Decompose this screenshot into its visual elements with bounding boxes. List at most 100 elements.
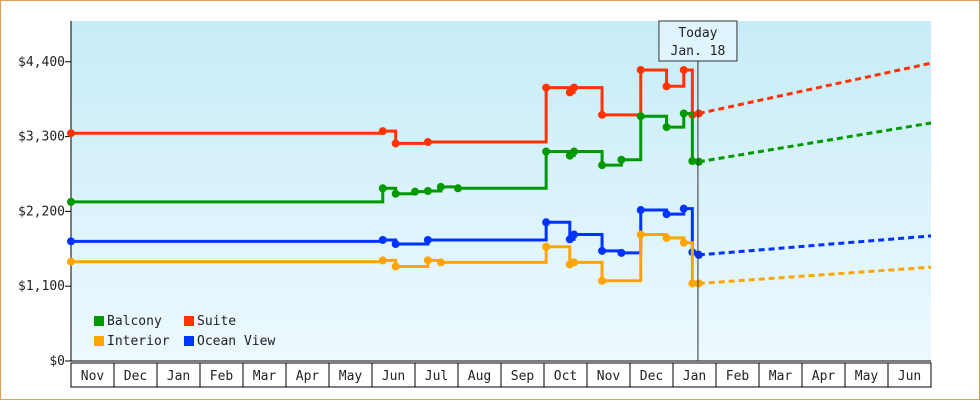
month-cell [414,362,459,388]
month-label: Nov [81,369,105,384]
month-label: May [855,369,879,384]
data-point [598,161,607,170]
data-point [598,276,607,285]
y-tick-label: $4,400 [18,55,65,70]
legend: Balcony Suite Interior Ocean View [94,314,275,349]
data-point [694,279,703,288]
month-label: Jun [382,369,405,384]
month-label: Jan [167,369,190,384]
month-label: Feb [210,369,234,384]
data-point [570,258,579,267]
month-label: Nov [597,369,621,384]
data-point [679,238,688,247]
forecast-line [698,265,932,285]
month-cell [758,362,803,388]
data-point [67,197,75,206]
data-point [391,240,400,249]
data-point [391,262,400,271]
today-label: Today [678,26,717,41]
month-label: Apr [812,369,836,384]
data-point [378,235,387,244]
month-label: Aug [468,369,491,384]
series-balcony [67,109,932,206]
data-point [423,187,432,195]
data-point [694,157,703,166]
data-point [423,235,432,244]
month-cell [113,362,158,388]
data-point [67,257,75,266]
data-point [662,123,671,132]
legend-swatch [184,336,194,346]
month-cell [586,362,631,388]
month-cell [715,362,760,388]
y-tick-label: $1,100 [18,279,65,294]
month-label: May [339,369,363,384]
month-label: Jul [425,369,448,384]
legend-swatch [184,316,194,326]
y-tick-label: $2,200 [18,204,65,219]
month-cell [199,362,244,388]
legend-label: Suite [197,314,236,329]
plot-area [71,21,931,361]
y-tick-label: $3,300 [18,130,65,145]
month-label: Mar [253,369,277,384]
data-point [542,147,551,156]
month-cell [887,362,932,388]
data-point [411,187,419,196]
data-point [679,204,688,213]
data-point [679,109,688,118]
data-point [636,112,645,121]
month-cell [242,362,287,388]
data-point [694,109,703,118]
data-point [570,230,579,239]
data-point [617,248,626,257]
series-line [71,207,701,255]
data-point [570,147,579,156]
y-tick-label: $0 [49,354,65,369]
data-point [542,242,551,251]
today-date: Jan. 18 [671,44,726,59]
legend-label: Balcony [107,314,162,329]
forecast-line [698,234,932,257]
month-label: Oct [554,369,577,384]
data-point [598,246,607,255]
month-label: Jan [683,369,706,384]
today-marker: Today Jan. 18 [658,20,738,361]
legend-swatch [94,336,104,346]
data-point [694,250,703,259]
month-cell [844,362,889,388]
data-point [378,184,387,193]
data-point [378,127,387,136]
data-point [454,184,462,193]
x-axis: Nov Dec Jan Feb Mar Apr May Jun Jul Aug Sep Oct Nov D… [70,360,932,388]
data-point [423,138,432,147]
data-point [679,65,688,74]
month-cell [629,362,674,388]
month-label: Jun [898,369,921,384]
month-cell [156,362,201,388]
data-point [662,233,671,242]
data-point [636,230,645,239]
month-label: Dec [124,369,147,384]
series-ocean-view [67,204,932,259]
month-label: Mar [769,369,793,384]
data-point [688,157,697,166]
month-label: Feb [726,369,750,384]
data-point [570,83,579,92]
y-axis: $0 $1,100 $2,200 $3,300 $4,400 [18,21,72,369]
data-point [436,182,445,191]
series-interior [67,230,932,288]
data-point [636,65,645,74]
today-box [658,20,738,62]
data-point [542,83,551,92]
month-label: Dec [640,369,663,384]
data-point [423,256,432,265]
data-point [688,279,697,288]
data-point [662,210,671,219]
data-point [67,237,75,246]
data-point [542,218,551,227]
data-point [67,129,75,138]
month-label: Sep [511,369,535,384]
